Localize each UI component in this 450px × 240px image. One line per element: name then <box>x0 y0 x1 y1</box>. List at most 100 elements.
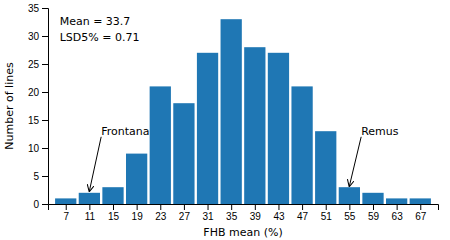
bar <box>197 53 218 204</box>
x-tick: 63 <box>392 204 404 222</box>
bars <box>55 19 431 204</box>
x-tick-label: 55 <box>344 211 356 222</box>
x-tick: 19 <box>132 204 144 222</box>
y-tick-label: 10 <box>28 143 40 154</box>
y-tick-mark <box>42 120 48 121</box>
bar <box>386 198 407 204</box>
x-tick: 39 <box>250 204 262 222</box>
x-tick-label: 47 <box>297 211 309 222</box>
x-tick-label: 23 <box>155 211 167 222</box>
x-tick-mark <box>184 204 185 210</box>
x-tick-mark <box>255 204 256 210</box>
annotation: Remus <box>361 125 399 138</box>
x-tick-label: 19 <box>132 211 144 222</box>
annotation-arrow <box>89 137 101 191</box>
x-tick: 43 <box>273 204 285 222</box>
y-tick-mark <box>42 36 48 37</box>
x-tick-label: 27 <box>179 211 191 222</box>
x-tick: 55 <box>344 204 356 222</box>
x-tick-mark <box>160 204 161 210</box>
y-tick: 10 <box>28 143 48 154</box>
y-tick: 5 <box>33 171 48 182</box>
x-tick: 67 <box>415 204 427 222</box>
x-tick-mark <box>326 204 327 210</box>
y-tick-label: 15 <box>28 115 40 126</box>
x-tick-label: 11 <box>85 211 96 222</box>
bar <box>244 47 265 204</box>
x-tick: 59 <box>368 204 380 222</box>
bar <box>102 187 123 204</box>
y-tick-label: 0 <box>33 199 39 210</box>
y-tick-label: 30 <box>28 31 40 42</box>
y-tick: 25 <box>28 59 48 70</box>
x-tick-mark <box>89 204 90 210</box>
x-tick-label: 35 <box>226 211 238 222</box>
y-axis-line <box>42 9 49 205</box>
x-tick: 35 <box>226 204 238 222</box>
x-axis-title: FHB mean (%) <box>203 226 282 239</box>
x-tick: 31 <box>202 204 214 222</box>
x-tick: 7 <box>63 204 69 222</box>
x-tick-label: 63 <box>392 211 404 222</box>
x-tick-label: 59 <box>368 211 380 222</box>
x-tick: 11 <box>85 204 96 222</box>
y-tick: 35 <box>28 3 48 14</box>
y-tick-label: 35 <box>28 3 40 14</box>
x-axis-line <box>49 205 439 211</box>
x-tick-mark <box>208 204 209 210</box>
y-tick: 0 <box>33 199 48 210</box>
note: LSD5% = 0.71 <box>60 31 140 44</box>
bar <box>291 86 312 204</box>
x-tick-label: 7 <box>63 211 69 222</box>
bar <box>150 86 171 204</box>
bar <box>79 193 100 204</box>
x-tick: 27 <box>179 204 191 222</box>
x-tick-mark <box>302 204 303 210</box>
bar <box>55 198 76 204</box>
x-tick-mark <box>373 204 374 210</box>
x-tick-mark <box>397 204 398 210</box>
x-tick-label: 43 <box>273 211 285 222</box>
x-tick-label: 51 <box>321 211 333 222</box>
x-tick-mark <box>231 204 232 210</box>
y-tick: 30 <box>28 31 48 42</box>
y-tick-mark <box>42 8 48 9</box>
bar <box>173 103 194 204</box>
y-tick-mark <box>42 64 48 65</box>
bar <box>339 187 360 204</box>
y-tick-label: 5 <box>33 171 39 182</box>
y-tick: 15 <box>28 115 48 126</box>
y-axis: 0 5 10 15 20 25 30 35 <box>28 3 49 210</box>
x-tick: 47 <box>297 204 309 222</box>
annotation: Frontana <box>101 125 149 138</box>
y-tick-mark <box>42 92 48 93</box>
y-axis-title: Number of lines <box>3 62 16 150</box>
chart: 7 11 15 19 23 27 31 35 39 43 47 51 55 59 63 67 0 5 10 15 20 2… <box>0 0 450 240</box>
x-tick-label: 31 <box>202 211 214 222</box>
bar <box>362 193 383 204</box>
x-tick-mark <box>420 204 421 210</box>
annotations: Mean = 33.7 LSD5% = 0.71 Frontana Remus <box>60 15 399 191</box>
x-tick-label: 15 <box>108 211 120 222</box>
x-tick-mark <box>113 204 114 210</box>
x-tick: 23 <box>155 204 167 222</box>
x-tick-mark <box>66 204 67 210</box>
bar <box>410 198 431 204</box>
y-tick-mark <box>42 148 48 149</box>
x-tick-label: 67 <box>415 211 427 222</box>
y-tick: 20 <box>28 87 48 98</box>
annotation-arrow <box>349 137 361 186</box>
x-tick-label: 39 <box>250 211 262 222</box>
bar <box>315 131 336 204</box>
x-axis: 7 11 15 19 23 27 31 35 39 43 47 51 55 59 63 67 <box>49 204 439 222</box>
x-tick: 51 <box>321 204 333 222</box>
x-tick-mark <box>137 204 138 210</box>
bar <box>221 19 242 204</box>
x-tick-mark <box>278 204 279 210</box>
y-tick-label: 25 <box>28 59 40 70</box>
note: Mean = 33.7 <box>60 15 131 28</box>
bar <box>268 53 289 204</box>
bar <box>126 154 147 204</box>
x-tick-mark <box>349 204 350 210</box>
y-tick-mark <box>42 204 48 205</box>
